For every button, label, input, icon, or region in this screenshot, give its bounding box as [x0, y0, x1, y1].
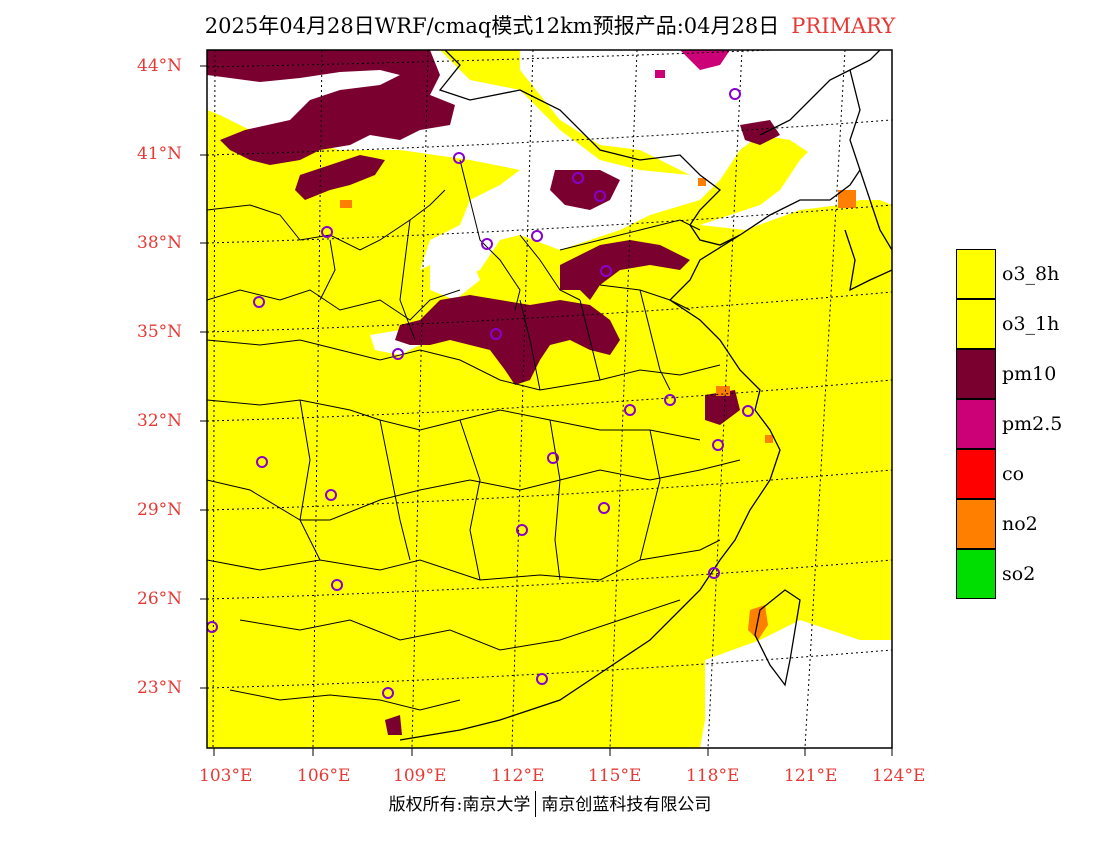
pm25-area — [680, 50, 730, 70]
legend-item-o3-1h: o3_1h — [956, 299, 1096, 349]
lon-label-118: 118°E — [686, 766, 740, 786]
taiwan-outline — [754, 589, 801, 687]
lat-label-44: 44°N — [137, 56, 183, 76]
legend-swatch — [956, 449, 996, 499]
lat-label-26: 26°N — [137, 589, 183, 609]
lat-label-38: 38°N — [137, 233, 183, 253]
lat-label-29: 29°N — [137, 500, 183, 520]
legend-item-so2: so2 — [956, 549, 1096, 599]
map-title: 2025年04月28日WRF/cmaq模式12km预报产品:04月28日 PRIM… — [0, 10, 1100, 40]
legend-swatch — [956, 499, 996, 549]
stations — [207, 88, 754, 699]
footer-divider — [535, 791, 537, 817]
province-borders — [207, 159, 741, 711]
lon-label-106: 106°E — [297, 766, 351, 786]
legend-item-co: co — [956, 449, 1096, 499]
legend-swatch — [956, 249, 996, 299]
lon-ticks — [213, 748, 893, 756]
legend-swatch — [956, 399, 996, 449]
lon-label-112: 112°E — [491, 766, 545, 786]
lon-label-124: 124°E — [872, 766, 926, 786]
title-text: 2025年04月28日WRF/cmaq模式12km预报产品:04月28日 — [204, 14, 780, 38]
lon-label-121: 121°E — [784, 766, 838, 786]
graticule — [207, 50, 892, 748]
pm10-areas — [207, 50, 780, 735]
legend-label: co — [1002, 463, 1025, 485]
lat-ticks — [200, 65, 207, 689]
coastline — [399, 50, 892, 741]
legend-label: o3_8h — [1002, 263, 1060, 285]
copyright-footer: 版权所有:南京大学 南京创蓝科技有限公司 — [0, 790, 1100, 817]
lon-label-115: 115°E — [588, 766, 642, 786]
lat-label-41: 41°N — [137, 144, 183, 164]
legend-swatch — [956, 349, 996, 399]
lat-label-35: 35°N — [137, 322, 183, 342]
lon-label-109: 109°E — [393, 766, 447, 786]
copyright-left: 版权所有:南京大学 — [388, 795, 531, 815]
primary-tag: PRIMARY — [791, 14, 896, 38]
legend-label: pm10 — [1002, 363, 1057, 385]
map-frame — [206, 49, 893, 749]
lon-label-103: 103°E — [199, 766, 253, 786]
legend-label: pm2.5 — [1002, 413, 1063, 435]
legend-swatch — [956, 299, 996, 349]
lat-label-32: 32°N — [137, 411, 183, 431]
legend-item-pm10: pm10 — [956, 349, 1096, 399]
legend-item-o3-8h: o3_8h — [956, 249, 1096, 299]
copyright-right: 南京创蓝科技有限公司 — [541, 795, 712, 815]
legend: o3_8h o3_1h pm10 pm2.5 co no2 so2 — [956, 249, 1096, 599]
lat-label-23: 23°N — [137, 678, 183, 698]
legend-item-no2: no2 — [956, 499, 1096, 549]
legend-label: o3_1h — [1002, 313, 1060, 335]
legend-item-pm25: pm2.5 — [956, 399, 1096, 449]
legend-label: so2 — [1002, 563, 1036, 585]
legend-label: no2 — [1002, 513, 1038, 535]
legend-swatch — [956, 549, 996, 599]
